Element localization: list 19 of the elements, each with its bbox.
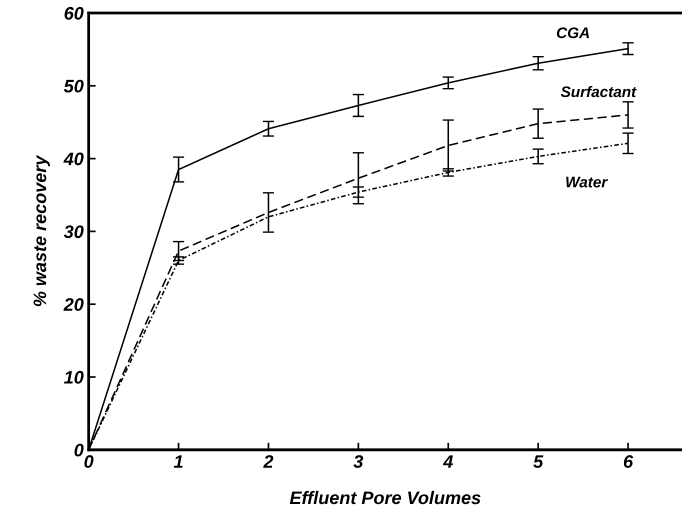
- x-axis-title: Effluent Pore Volumes: [290, 490, 481, 504]
- x-tick-label: 3: [353, 455, 364, 468]
- y-tick-label: 20: [63, 298, 84, 311]
- y-tick-label: 60: [64, 6, 84, 20]
- x-tick-label: 1: [174, 455, 183, 468]
- x-tick-label: 6: [624, 455, 634, 468]
- x-tick-label: 2: [263, 455, 274, 468]
- y-tick-label: 10: [64, 370, 84, 384]
- series-label: Water: [566, 176, 608, 188]
- x-tick-label: 5: [533, 455, 544, 468]
- y-tick-label: 50: [64, 80, 84, 93]
- y-axis-title: % waste recovery: [34, 154, 50, 306]
- x-tick-label: 0: [84, 455, 94, 468]
- y-tick-label: 0: [74, 444, 84, 457]
- y-tick-label: 40: [63, 152, 84, 166]
- series-label: CGA: [556, 27, 589, 38]
- series-label: Surfactant: [560, 86, 637, 98]
- y-tick-label: 30: [64, 225, 84, 238]
- x-tick-label: 4: [442, 455, 453, 468]
